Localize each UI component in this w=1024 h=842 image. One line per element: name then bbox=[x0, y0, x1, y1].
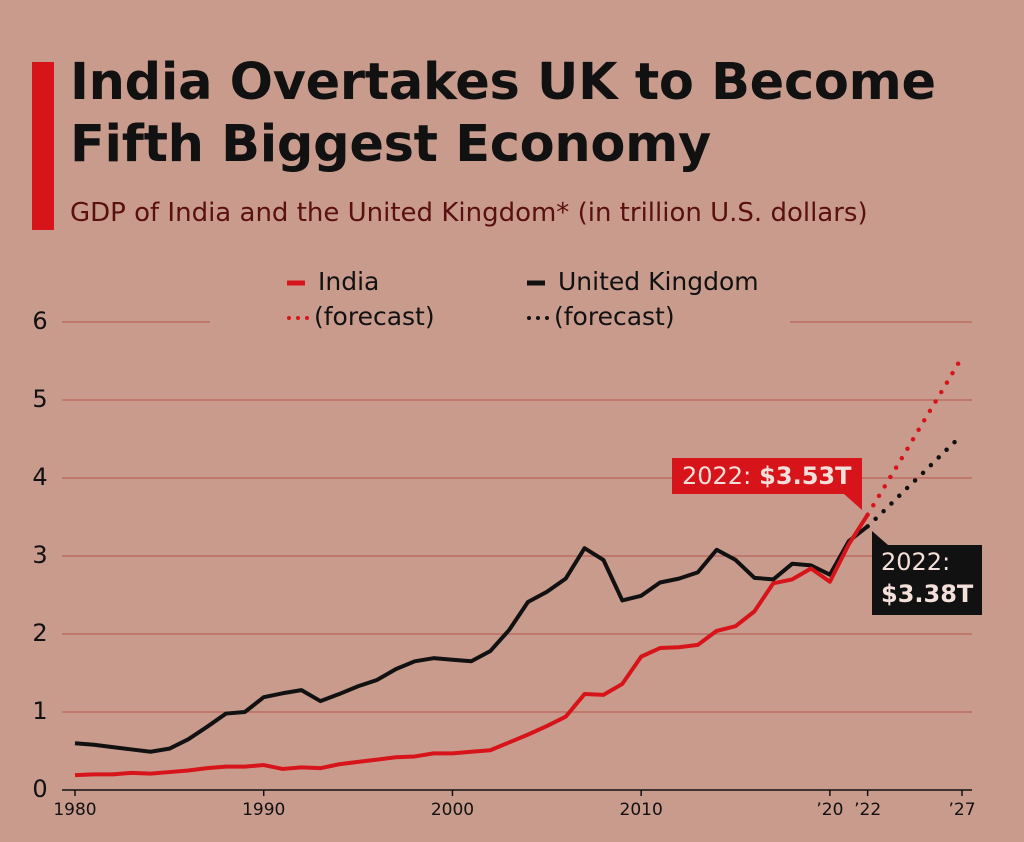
legend-label: United Kingdom bbox=[558, 267, 759, 296]
y-tick-label: 0 bbox=[32, 775, 47, 803]
annotation: 2022: $3.38T bbox=[872, 531, 982, 615]
y-tick-label: 3 bbox=[32, 541, 47, 569]
annotation-text: 2022: $3.53T bbox=[682, 462, 852, 490]
x-tick-label: 1980 bbox=[53, 800, 96, 820]
y-tick-label: 2 bbox=[32, 619, 47, 647]
chart-title: India Overtakes UK to Become Fifth Bigge… bbox=[70, 53, 936, 174]
legend-label: (forecast) bbox=[554, 302, 675, 331]
y-tick-label: 5 bbox=[32, 385, 47, 413]
legend-label: India bbox=[318, 267, 379, 296]
accent-bar bbox=[32, 62, 54, 230]
y-tick-label: 4 bbox=[32, 463, 47, 491]
x-tick-label: 1990 bbox=[242, 800, 285, 820]
annotation-box bbox=[872, 545, 982, 615]
x-tick-label: 2010 bbox=[620, 800, 663, 820]
series-line bbox=[865, 354, 965, 517]
x-tick-label: ’22 bbox=[854, 800, 881, 820]
chart-subtitle: GDP of India and the United Kingdom* (in… bbox=[70, 198, 868, 228]
x-tick-label: ’20 bbox=[816, 800, 843, 820]
series-line bbox=[74, 524, 869, 754]
series-line bbox=[865, 432, 965, 529]
series-line bbox=[74, 513, 870, 778]
x-tick-label: ’27 bbox=[948, 800, 975, 820]
annotation-label: 2022: bbox=[682, 462, 751, 490]
annotation-pointer bbox=[844, 494, 862, 510]
annotation-pointer bbox=[872, 531, 888, 545]
legend-backdrop bbox=[210, 262, 790, 334]
annotation-value: $3.38T bbox=[881, 580, 974, 608]
annotation-label: 2022: bbox=[881, 548, 950, 576]
legend-label: (forecast) bbox=[314, 302, 435, 331]
y-tick-label: 1 bbox=[32, 697, 47, 725]
annotation-box bbox=[672, 458, 862, 494]
y-tick-label: 6 bbox=[32, 307, 47, 335]
annotation: 2022: $3.53T bbox=[672, 458, 862, 510]
annotation-value: $3.53T bbox=[759, 462, 852, 490]
x-tick-label: 2000 bbox=[431, 800, 474, 820]
